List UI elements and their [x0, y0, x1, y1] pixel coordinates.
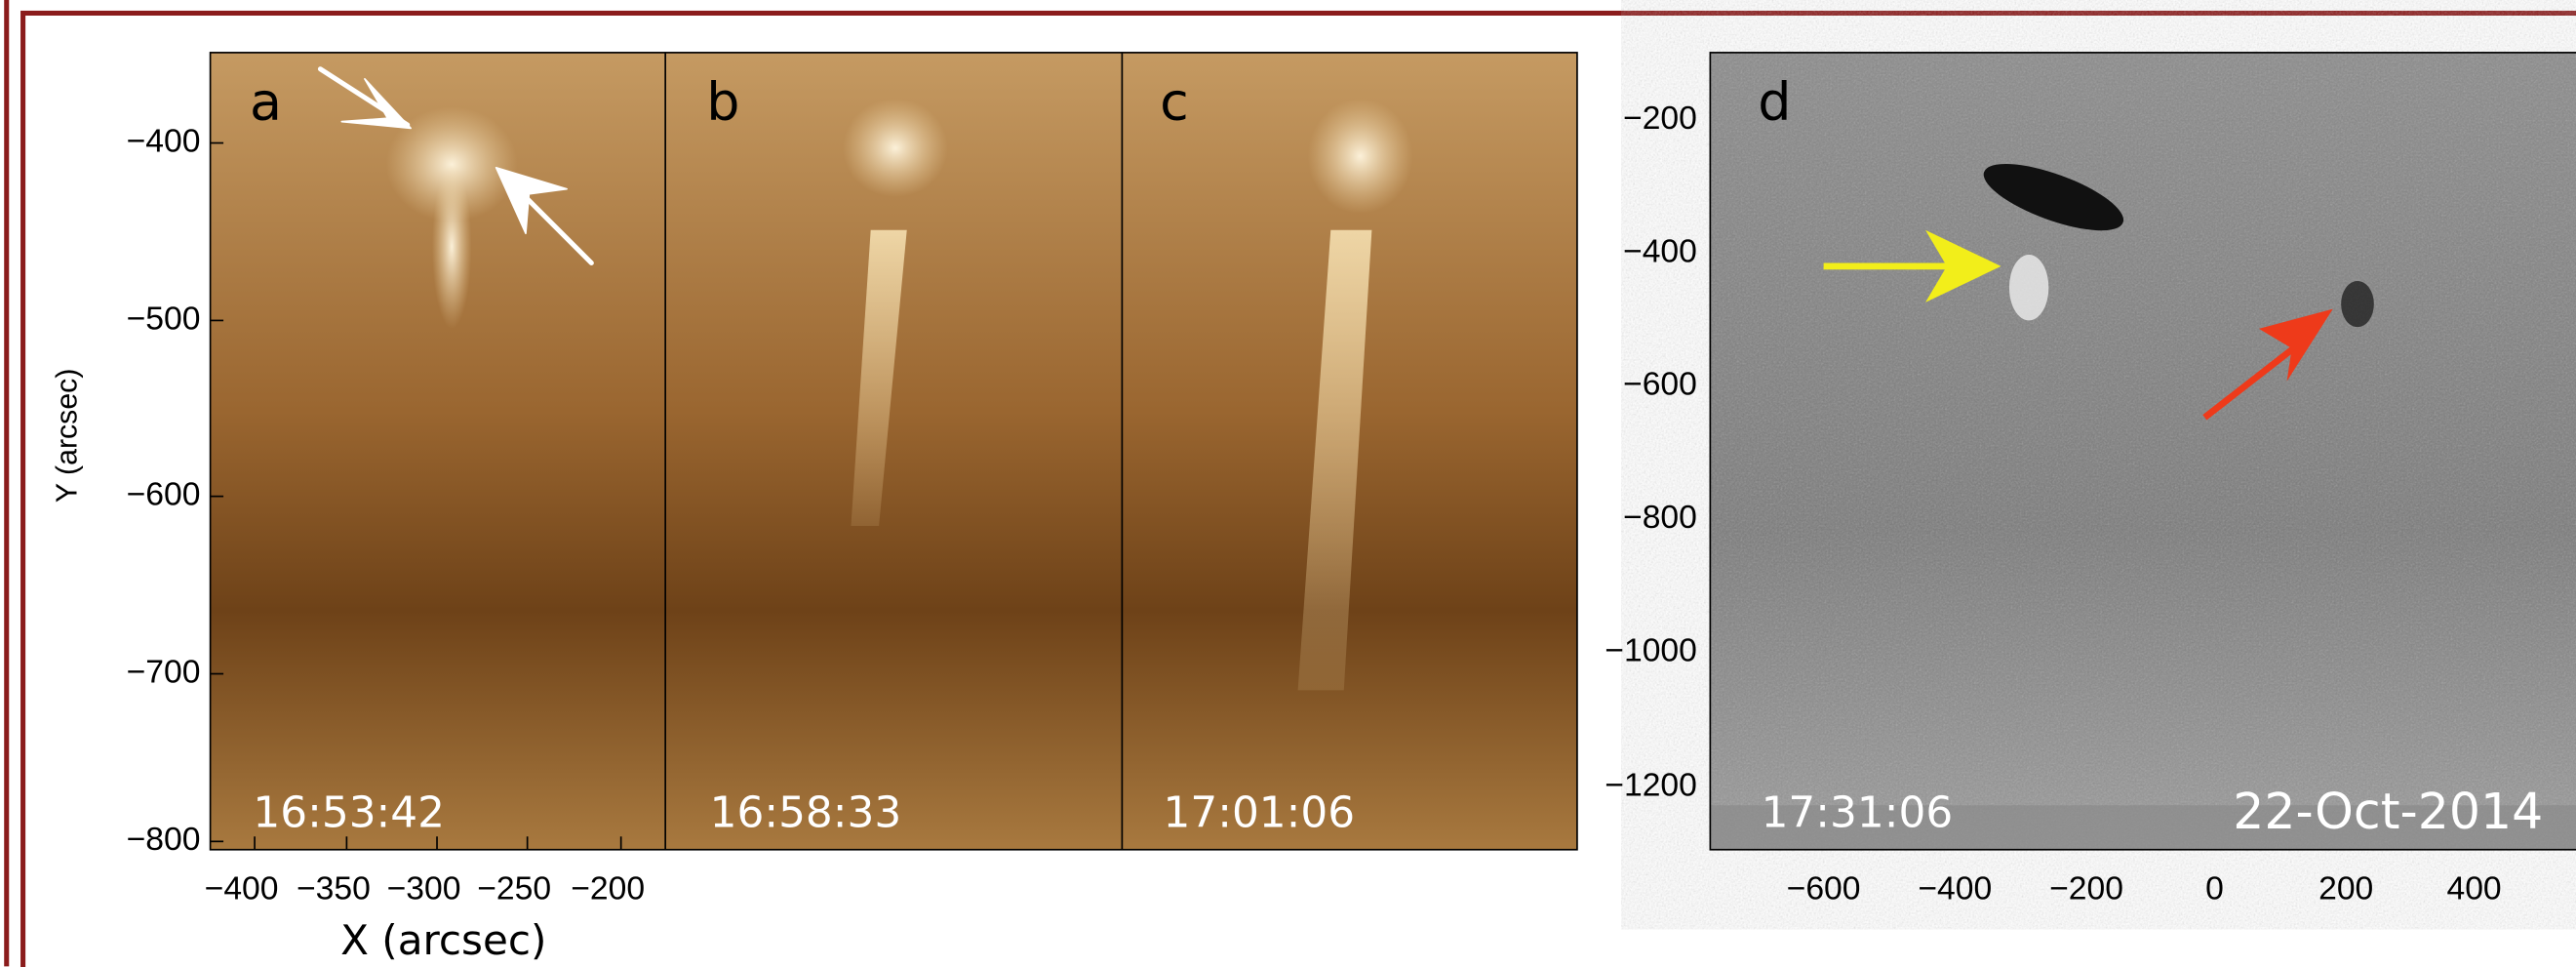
panel-letter: a: [250, 70, 282, 132]
panel-time: 16:53:42: [253, 787, 445, 837]
panel-time: 16:58:33: [710, 787, 902, 837]
x-tick-label: 200: [2318, 871, 2373, 907]
x-tick-label: −400: [205, 871, 279, 907]
y-tick-label: −600: [1623, 367, 1697, 403]
x-tick-label: −300: [387, 871, 461, 907]
y-tick-label: −700: [127, 654, 201, 690]
panel-letter: d: [1758, 70, 1791, 132]
y-tick-label: −500: [127, 301, 201, 337]
x-tick-label: −600: [1787, 871, 1861, 907]
x-tick-label: −400: [1918, 871, 1992, 907]
panel-time: 17:31:06: [1762, 787, 1954, 837]
frame: [20, 10, 2576, 967]
x-axis-label: X (arcsec): [340, 916, 546, 964]
y-tick-label: −600: [127, 477, 201, 513]
x-tick-label: −250: [477, 871, 551, 907]
y-axis-label: Y (arcsec): [52, 369, 84, 503]
y-tick-label: −200: [1623, 101, 1697, 137]
y-tick-label: −800: [127, 822, 201, 858]
x-tick-label: 0: [2205, 871, 2224, 907]
panel-letter: c: [1160, 70, 1189, 132]
y-tick-label: −400: [127, 123, 201, 159]
x-tick-label: −200: [571, 871, 645, 907]
y-tick-label: −400: [1623, 233, 1697, 269]
panel-d-image: [1709, 52, 2576, 851]
y-tick-label: −800: [1623, 500, 1697, 536]
y-tick-label: −1200: [1605, 768, 1697, 804]
x-tick-label: −350: [297, 871, 371, 907]
y-tick-label: −1000: [1605, 633, 1697, 669]
panel-date: 22-Oct-2014: [2233, 783, 2543, 840]
panel-time: 17:01:06: [1163, 787, 1355, 837]
x-tick-label: 400: [2446, 871, 2501, 907]
panel-letter: b: [706, 70, 739, 132]
panel-images: [209, 52, 1578, 851]
x-tick-label: −200: [2049, 871, 2123, 907]
